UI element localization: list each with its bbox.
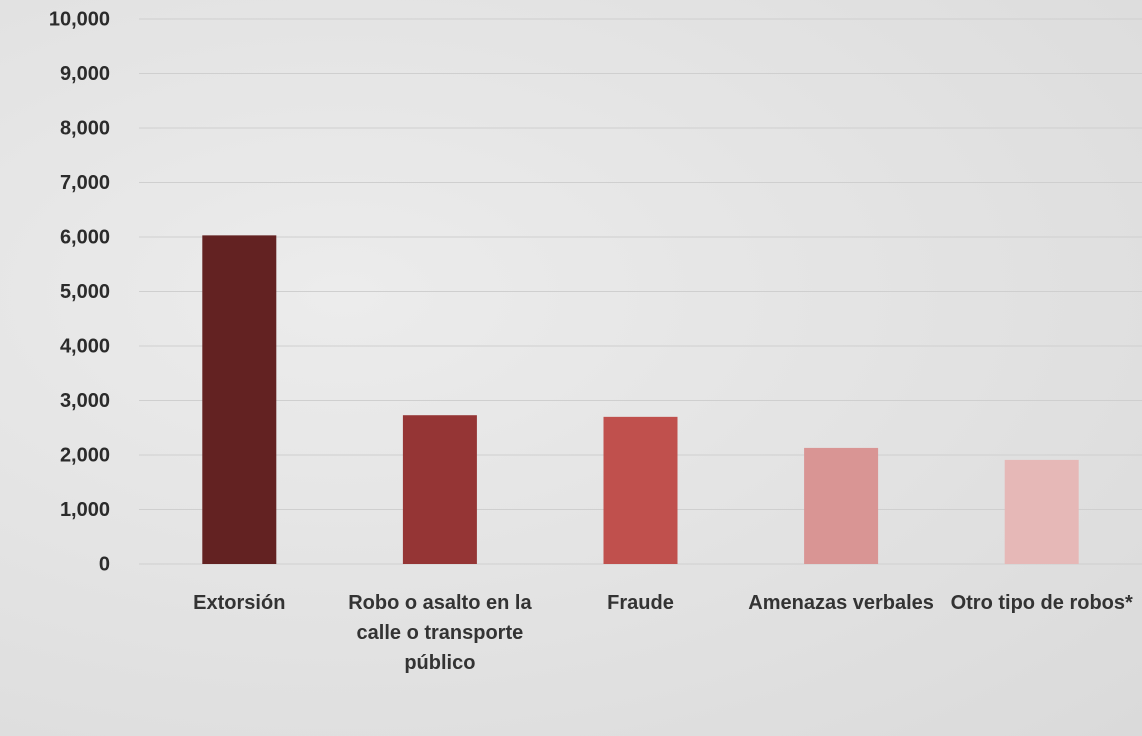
y-tick-label: 7,000 xyxy=(60,172,110,194)
y-tick-label: 8,000 xyxy=(60,117,110,139)
x-tick-label: Fraude xyxy=(546,588,736,618)
bar xyxy=(1005,460,1079,564)
y-tick-label: 5,000 xyxy=(60,281,110,303)
y-tick-label: 6,000 xyxy=(60,226,110,248)
chart: 0 1,000 2,000 3,000 4,000 5,000 6,000 7,000 8,00… xyxy=(0,0,1142,736)
bar xyxy=(604,417,678,564)
y-tick-label: 3,000 xyxy=(60,390,110,412)
y-tick-label: 0 xyxy=(99,553,110,575)
y-tick-label: 1,000 xyxy=(60,499,110,521)
bar xyxy=(804,448,878,564)
bar xyxy=(202,235,276,564)
bar xyxy=(403,415,477,564)
x-tick-label: Robo o asalto en la calle o transporte p… xyxy=(345,588,535,678)
x-tick-label: Extorsión xyxy=(144,588,334,618)
y-tick-label: 2,000 xyxy=(60,444,110,466)
y-tick-label: 10,000 xyxy=(49,8,110,30)
y-tick-label: 9,000 xyxy=(60,63,110,85)
page: 0 1,000 2,000 3,000 4,000 5,000 6,000 7,000 8,00… xyxy=(0,0,1142,736)
x-tick-label: Amenazas verbales xyxy=(746,588,936,618)
x-tick-label: Otro tipo de robos* xyxy=(947,588,1137,618)
y-tick-label: 4,000 xyxy=(60,335,110,357)
